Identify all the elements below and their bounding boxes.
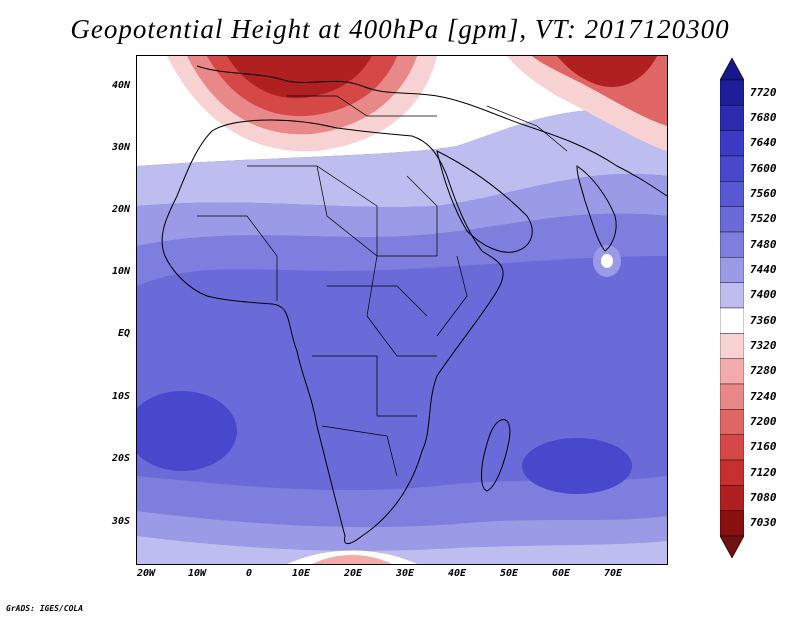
band-7440 xyxy=(137,173,667,246)
lon-label-30e: 30E xyxy=(395,568,415,579)
band-7400-south xyxy=(137,536,667,564)
colorbar-swatch xyxy=(720,307,744,334)
eurasia-coastline xyxy=(196,65,667,197)
band-7480 xyxy=(137,213,667,286)
high-southwest-indian xyxy=(522,438,632,494)
colorbar-label: 7080 xyxy=(750,491,777,504)
colorbar-label: 7680 xyxy=(750,111,777,124)
map-panel[interactable] xyxy=(136,55,668,565)
colorbar-swatch xyxy=(720,155,744,182)
colorbar-swatch xyxy=(720,130,744,157)
lon-label-70e: 70E xyxy=(603,568,623,579)
high-southwest-atlantic xyxy=(137,391,237,471)
colorbar-label: 7400 xyxy=(750,288,777,302)
india-outline xyxy=(576,165,617,252)
lon-label-0: 0 xyxy=(245,568,253,579)
colorbar-label: 7030 xyxy=(750,516,777,530)
colorbar-label: 7720 xyxy=(750,85,777,99)
low-asia-7080 xyxy=(557,56,657,87)
colorbar-label: 7600 xyxy=(750,161,777,175)
lon-label-20e: 20E xyxy=(343,568,363,579)
colorbar-swatch xyxy=(720,358,744,385)
colorbar-swatch xyxy=(720,257,744,283)
geopotential-field xyxy=(137,56,667,564)
anomaly-arabian-sea-core xyxy=(601,254,613,268)
colorbar-label: 7640 xyxy=(750,136,777,150)
colorbar-label: 7160 xyxy=(750,440,777,454)
lat-label-eq: EQ xyxy=(117,328,130,339)
colorbar-top-arrow xyxy=(720,58,744,81)
lon-label-60e: 60E xyxy=(551,568,571,579)
africa-coastline xyxy=(161,119,504,544)
lon-label-10e: 10E xyxy=(291,568,311,579)
lon-label-10w: 10W xyxy=(187,568,207,579)
low-mediterranean-7080 xyxy=(227,56,372,99)
grads-credit: GrADS: IGES/COLA xyxy=(6,604,84,613)
colorbar-bottom-arrow xyxy=(720,535,744,558)
map-title: Geopotential Height at 400hPa [gpm], VT:… xyxy=(70,14,730,44)
band-7280-south xyxy=(312,555,392,564)
arabia-outline xyxy=(436,150,533,253)
colorbar-label: 7520 xyxy=(750,212,777,226)
colorbar-swatch xyxy=(720,231,744,258)
colorbar-label: 7480 xyxy=(750,237,777,251)
colorbar-swatch xyxy=(720,181,744,207)
lat-label-20s: 20S xyxy=(111,453,130,464)
colorbar-swatch xyxy=(720,105,744,131)
colorbar-swatch xyxy=(720,459,744,486)
band-7400 xyxy=(137,109,667,208)
lat-label-10s: 10S xyxy=(111,391,130,402)
lat-label-30s: 30S xyxy=(111,516,130,527)
colorbar-label: 7280 xyxy=(750,364,777,378)
lat-label-10n: 10N xyxy=(111,266,130,277)
colorbar-swatch xyxy=(720,434,744,461)
colorbar-label: 7560 xyxy=(750,187,777,200)
colorbar-label: 7200 xyxy=(750,415,777,428)
lat-label-30n: 30N xyxy=(111,142,130,153)
colorbar-label: 7360 xyxy=(750,313,777,327)
colorbar-label: 7320 xyxy=(750,339,777,352)
colorbar-swatch xyxy=(720,79,744,106)
colorbar-swatch xyxy=(720,409,744,435)
colorbar-swatch xyxy=(720,282,744,309)
country-borders xyxy=(197,95,568,477)
lat-label-20n: 20N xyxy=(111,204,130,215)
lon-label-40e: 40E xyxy=(447,568,467,579)
colorbar-swatch xyxy=(720,333,744,359)
colorbar-label: 7440 xyxy=(750,263,777,276)
colorbar-label: 7120 xyxy=(750,465,777,479)
lon-label-20w: 20W xyxy=(136,568,156,579)
colorbar-swatch xyxy=(720,383,744,410)
colorbar xyxy=(720,58,744,558)
colorbar-swatch xyxy=(720,485,744,511)
colorbar-swatch xyxy=(720,206,744,233)
lat-label-40n: 40N xyxy=(111,80,130,91)
colorbar-swatch xyxy=(720,510,744,537)
lon-label-50e: 50E xyxy=(499,568,519,579)
madagascar-outline xyxy=(481,419,511,492)
colorbar-label: 7240 xyxy=(750,389,777,403)
